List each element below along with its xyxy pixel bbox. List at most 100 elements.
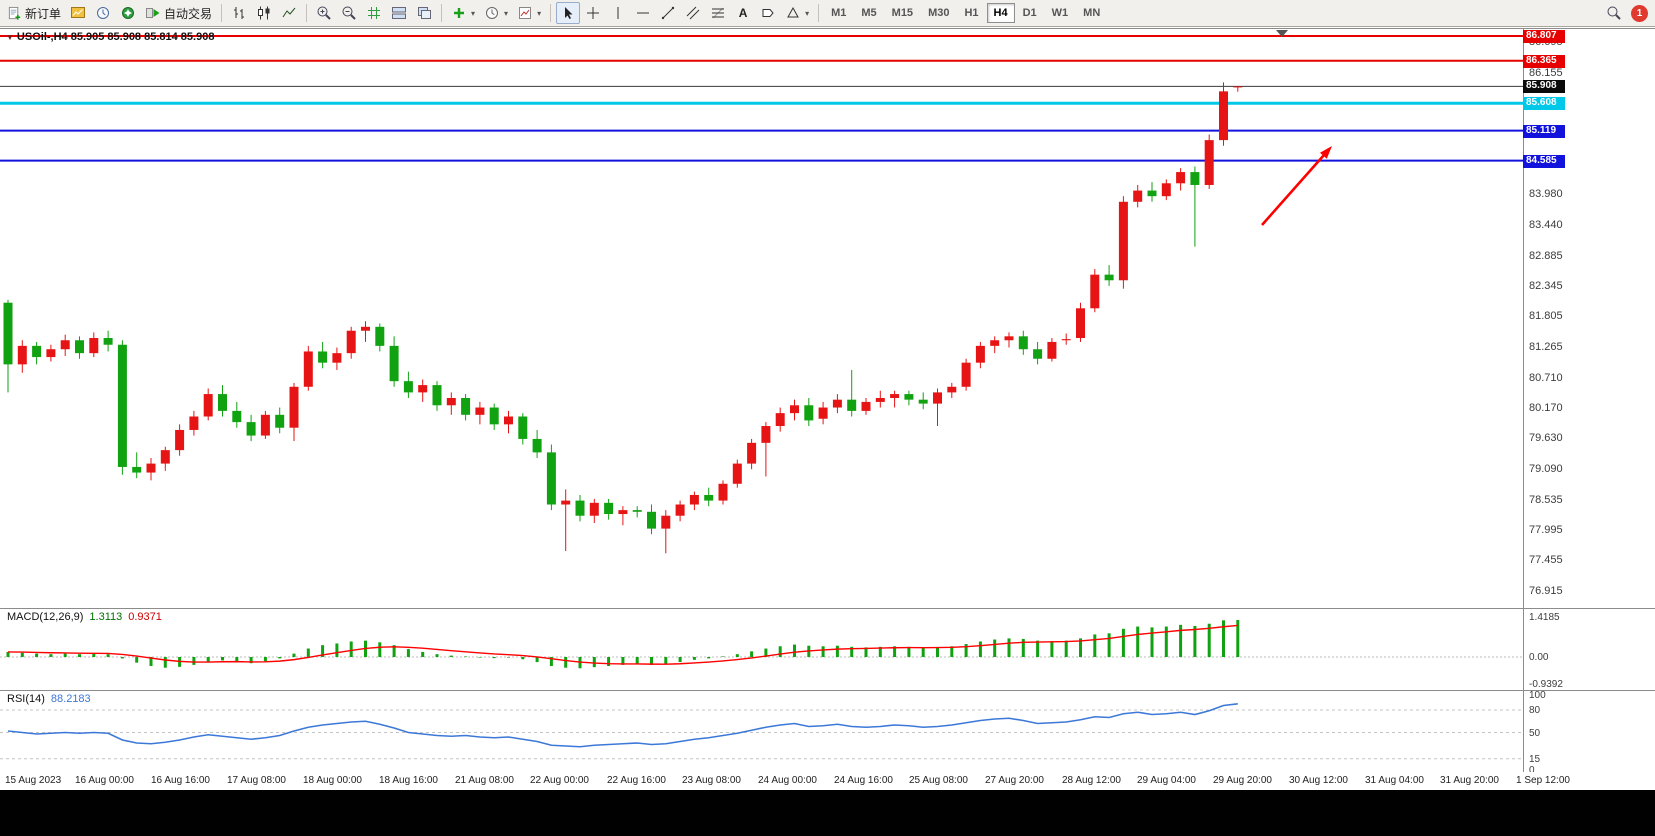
macd-scale-label: -0.9392 (1529, 679, 1563, 690)
grid-button[interactable] (362, 2, 386, 24)
vertical-line-tool-button[interactable] (606, 2, 630, 24)
candle-body (361, 326, 370, 331)
candle-body (17, 345, 27, 365)
macd-bar (1121, 628, 1125, 657)
candle-body (1147, 190, 1157, 197)
zoom-out-button[interactable] (337, 2, 361, 24)
toolbar-separator (818, 4, 820, 22)
profiles-button[interactable] (66, 2, 90, 24)
candles (3, 82, 1243, 554)
autotrading-label: 自动交易 (164, 6, 213, 21)
candle-body (32, 345, 42, 358)
chart-canvas[interactable] (0, 0, 1655, 790)
price-axis-label: 83.440 (1529, 218, 1563, 231)
macd-bar (835, 645, 839, 657)
new-order-button[interactable]: 新订单 (3, 2, 65, 24)
templates-button[interactable]: ▾ (513, 2, 545, 24)
macd-scale-label: 0.00 (1529, 652, 1549, 663)
candle-body (418, 385, 428, 393)
macd-bar (1064, 640, 1068, 657)
price-axis-label: 81.805 (1529, 310, 1563, 323)
macd-header: MACD(12,26,9) 1.3113 0.9371 (7, 611, 162, 623)
bar-chart-mode-button[interactable] (227, 2, 251, 24)
market-watch-button[interactable] (91, 2, 115, 24)
tile-windows-button[interactable] (387, 2, 411, 24)
candle-body (389, 345, 399, 382)
candlestick-icon (258, 6, 270, 20)
candlestick-mode-button[interactable] (252, 2, 276, 24)
price-axis[interactable]: 86.69586.15585.61585.07584.53583.98083.4… (1523, 28, 1655, 776)
trendline-tool-button[interactable] (656, 2, 680, 24)
price-axis-label: 77.455 (1529, 554, 1563, 567)
notifications-button[interactable]: 1 (1627, 2, 1652, 24)
timeframe-h1-button[interactable]: H1 (957, 3, 985, 23)
timeframe-w1-button[interactable]: W1 (1045, 3, 1076, 23)
timeframe-m5-button[interactable]: M5 (854, 3, 883, 23)
candle-body (1233, 86, 1243, 88)
timeframe-d1-button[interactable]: D1 (1016, 3, 1044, 23)
autotrading-button[interactable]: 自动交易 (141, 2, 216, 24)
timeframe-mn-button[interactable]: MN (1076, 3, 1107, 23)
macd-bar (221, 657, 224, 661)
crosshair-tool-button[interactable] (581, 2, 605, 24)
text-tool-button[interactable]: A (731, 2, 755, 24)
macd-bar (521, 657, 525, 660)
candle-body (918, 399, 928, 404)
macd-bar (621, 657, 625, 665)
cursor-icon (565, 7, 573, 19)
macd-bar (78, 654, 81, 657)
macd-bar (349, 641, 353, 657)
time-axis-label: 29 Aug 04:00 (1137, 775, 1196, 786)
rsi-scale-label: 100 (1529, 690, 1546, 701)
fibonacci-icon (712, 7, 725, 19)
add-indicator-button[interactable]: ▾ (447, 2, 479, 24)
macd-bar (778, 646, 782, 657)
label-tool-button[interactable] (756, 2, 780, 24)
trend-arrow[interactable] (1261, 146, 1332, 226)
macd-bar (63, 653, 67, 657)
macd-bar (650, 657, 653, 665)
candle-body (60, 340, 70, 350)
cascade-windows-button[interactable] (412, 2, 436, 24)
price-level-badge: 86.365 (1523, 54, 1565, 68)
time-axis-label: 18 Aug 16:00 (379, 775, 438, 786)
macd-bar (564, 657, 568, 668)
timeframe-m15-button[interactable]: M15 (885, 3, 920, 23)
macd-bar (378, 642, 382, 657)
search-button[interactable] (1602, 2, 1626, 24)
toolbar-separator (441, 4, 443, 22)
periods-clock-icon (486, 7, 499, 19)
macd-bar (936, 647, 939, 657)
chart-shift-marker[interactable] (1276, 30, 1288, 37)
candle-body (1133, 190, 1143, 202)
timeframe-h4-button[interactable]: H4 (986, 3, 1015, 23)
time-axis[interactable]: 15 Aug 2023 16 Aug 00:00 16 Aug 16:00 17 Au… (0, 772, 1655, 790)
line-chart-mode-button[interactable] (277, 2, 301, 24)
candle-body (704, 494, 714, 501)
price-axis-label: 81.265 (1529, 340, 1563, 353)
price-axis-label: 79.090 (1529, 462, 1563, 475)
timeframe-m1-button[interactable]: M1 (824, 3, 853, 23)
candle-body (1219, 91, 1228, 141)
navigator-button[interactable] (116, 2, 140, 24)
channel-tool-button[interactable] (681, 2, 705, 24)
candle-body (504, 416, 513, 425)
periods-button[interactable]: ▾ (480, 2, 512, 24)
current-price-badge: 85.908 (1523, 80, 1565, 94)
candle-body (575, 500, 585, 516)
macd-bar (435, 654, 439, 657)
time-axis-label: 24 Aug 16:00 (834, 775, 893, 786)
cursor-tool-button[interactable] (556, 2, 581, 24)
candle-body (160, 450, 170, 464)
horizontal-line-tool-button[interactable] (631, 2, 655, 24)
zoom-in-button[interactable] (312, 2, 336, 24)
rsi-header: RSI(14) 88.2183 (7, 693, 91, 705)
fibonacci-tool-button[interactable] (706, 2, 730, 24)
candle-body (189, 416, 199, 430)
shapes-tool-button[interactable]: ▾ (781, 2, 813, 24)
macd-bar (406, 649, 410, 657)
candle-body (303, 351, 313, 387)
timeframe-m30-button[interactable]: M30 (921, 3, 956, 23)
price-axis-label: 80.170 (1529, 402, 1563, 415)
